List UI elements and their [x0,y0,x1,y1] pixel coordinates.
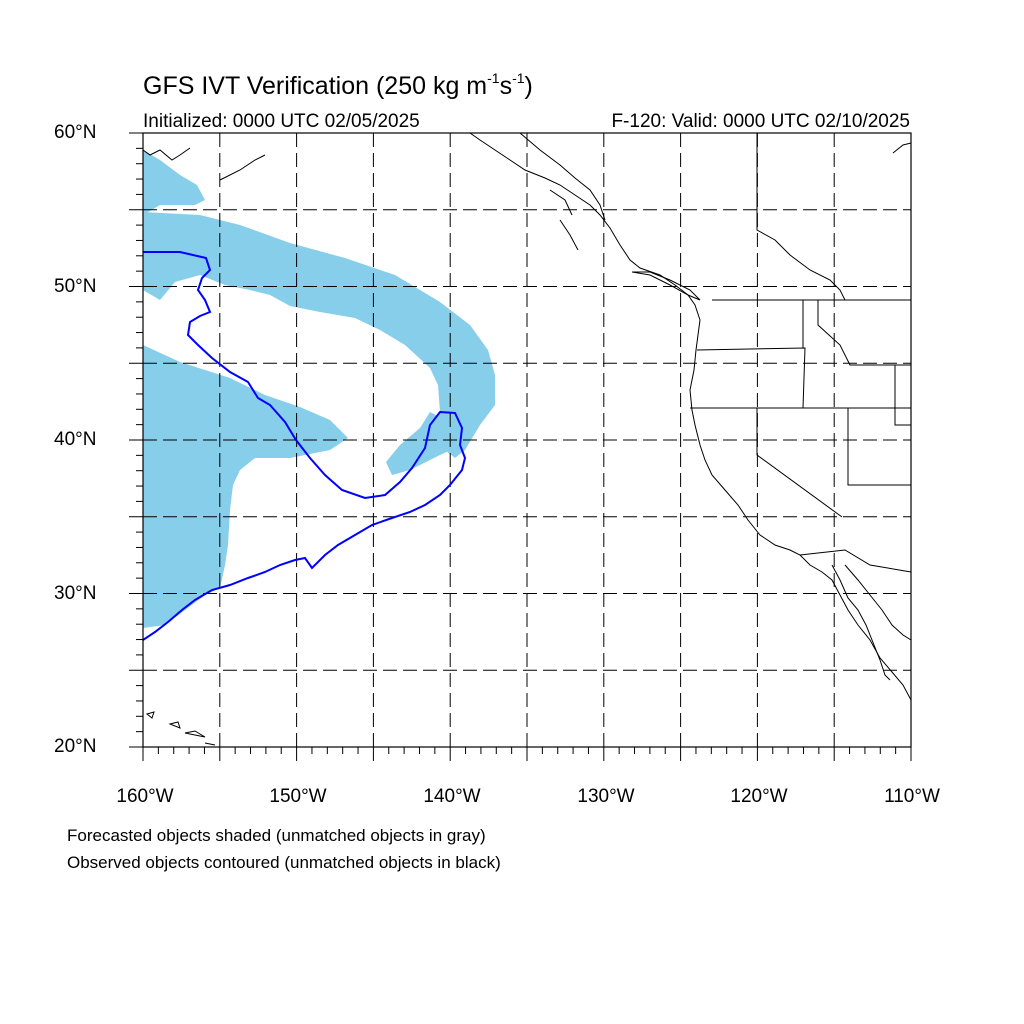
alaska-panhandle [519,132,606,251]
coastlines [142,132,912,746]
observed-objects [142,251,467,641]
british-columbia-interior [756,133,846,301]
lat-label: 60°N [54,122,97,143]
utah-arizona-border [847,408,911,486]
map-ticks [129,132,912,761]
alaska-coast [142,147,266,181]
lon-label: 150°W [269,786,327,807]
lon-label: 130°W [577,786,635,807]
nevada-california-border [756,408,843,518]
forecast-object-curved-band [143,212,495,458]
lon-label: 110°W [884,786,940,807]
forecast-object-north [143,150,205,215]
gulf-of-california-coast [844,564,912,641]
baja-california [831,564,891,681]
init-time-label: Initialized: 0000 UTC 02/05/2025 [143,111,420,132]
forecast-object-hook [386,412,462,475]
figure-title: GFS IVT Verification (250 kg m-1s-1) [143,70,533,100]
mexico-border [799,549,912,573]
lat-label: 20°N [54,736,97,757]
lat-label: 40°N [54,429,97,450]
washington-oregon-border [696,347,806,409]
legend-note-observed: Observed objects contoured (unmatched ob… [67,853,501,872]
observed-contour-main [142,251,467,641]
forecast-object-south [143,345,348,628]
north-america-coast [469,132,912,701]
lon-label: 160°W [116,786,174,807]
legend-note-forecast: Forecasted objects shaded (unmatched obj… [67,826,486,845]
valid-time-label: F-120: Valid: 0000 UTC 02/10/2025 [611,111,910,132]
lon-label: 140°W [423,786,481,807]
lat-label: 30°N [54,583,97,604]
lon-label: 120°W [730,786,788,807]
wyoming-border [894,365,911,426]
forecast-objects [143,150,495,628]
lat-label: 50°N [54,276,97,297]
arctic-fragment [892,142,912,154]
hawaii-islands [145,711,216,746]
idaho-border [802,300,911,366]
vancouver-island [631,271,701,301]
